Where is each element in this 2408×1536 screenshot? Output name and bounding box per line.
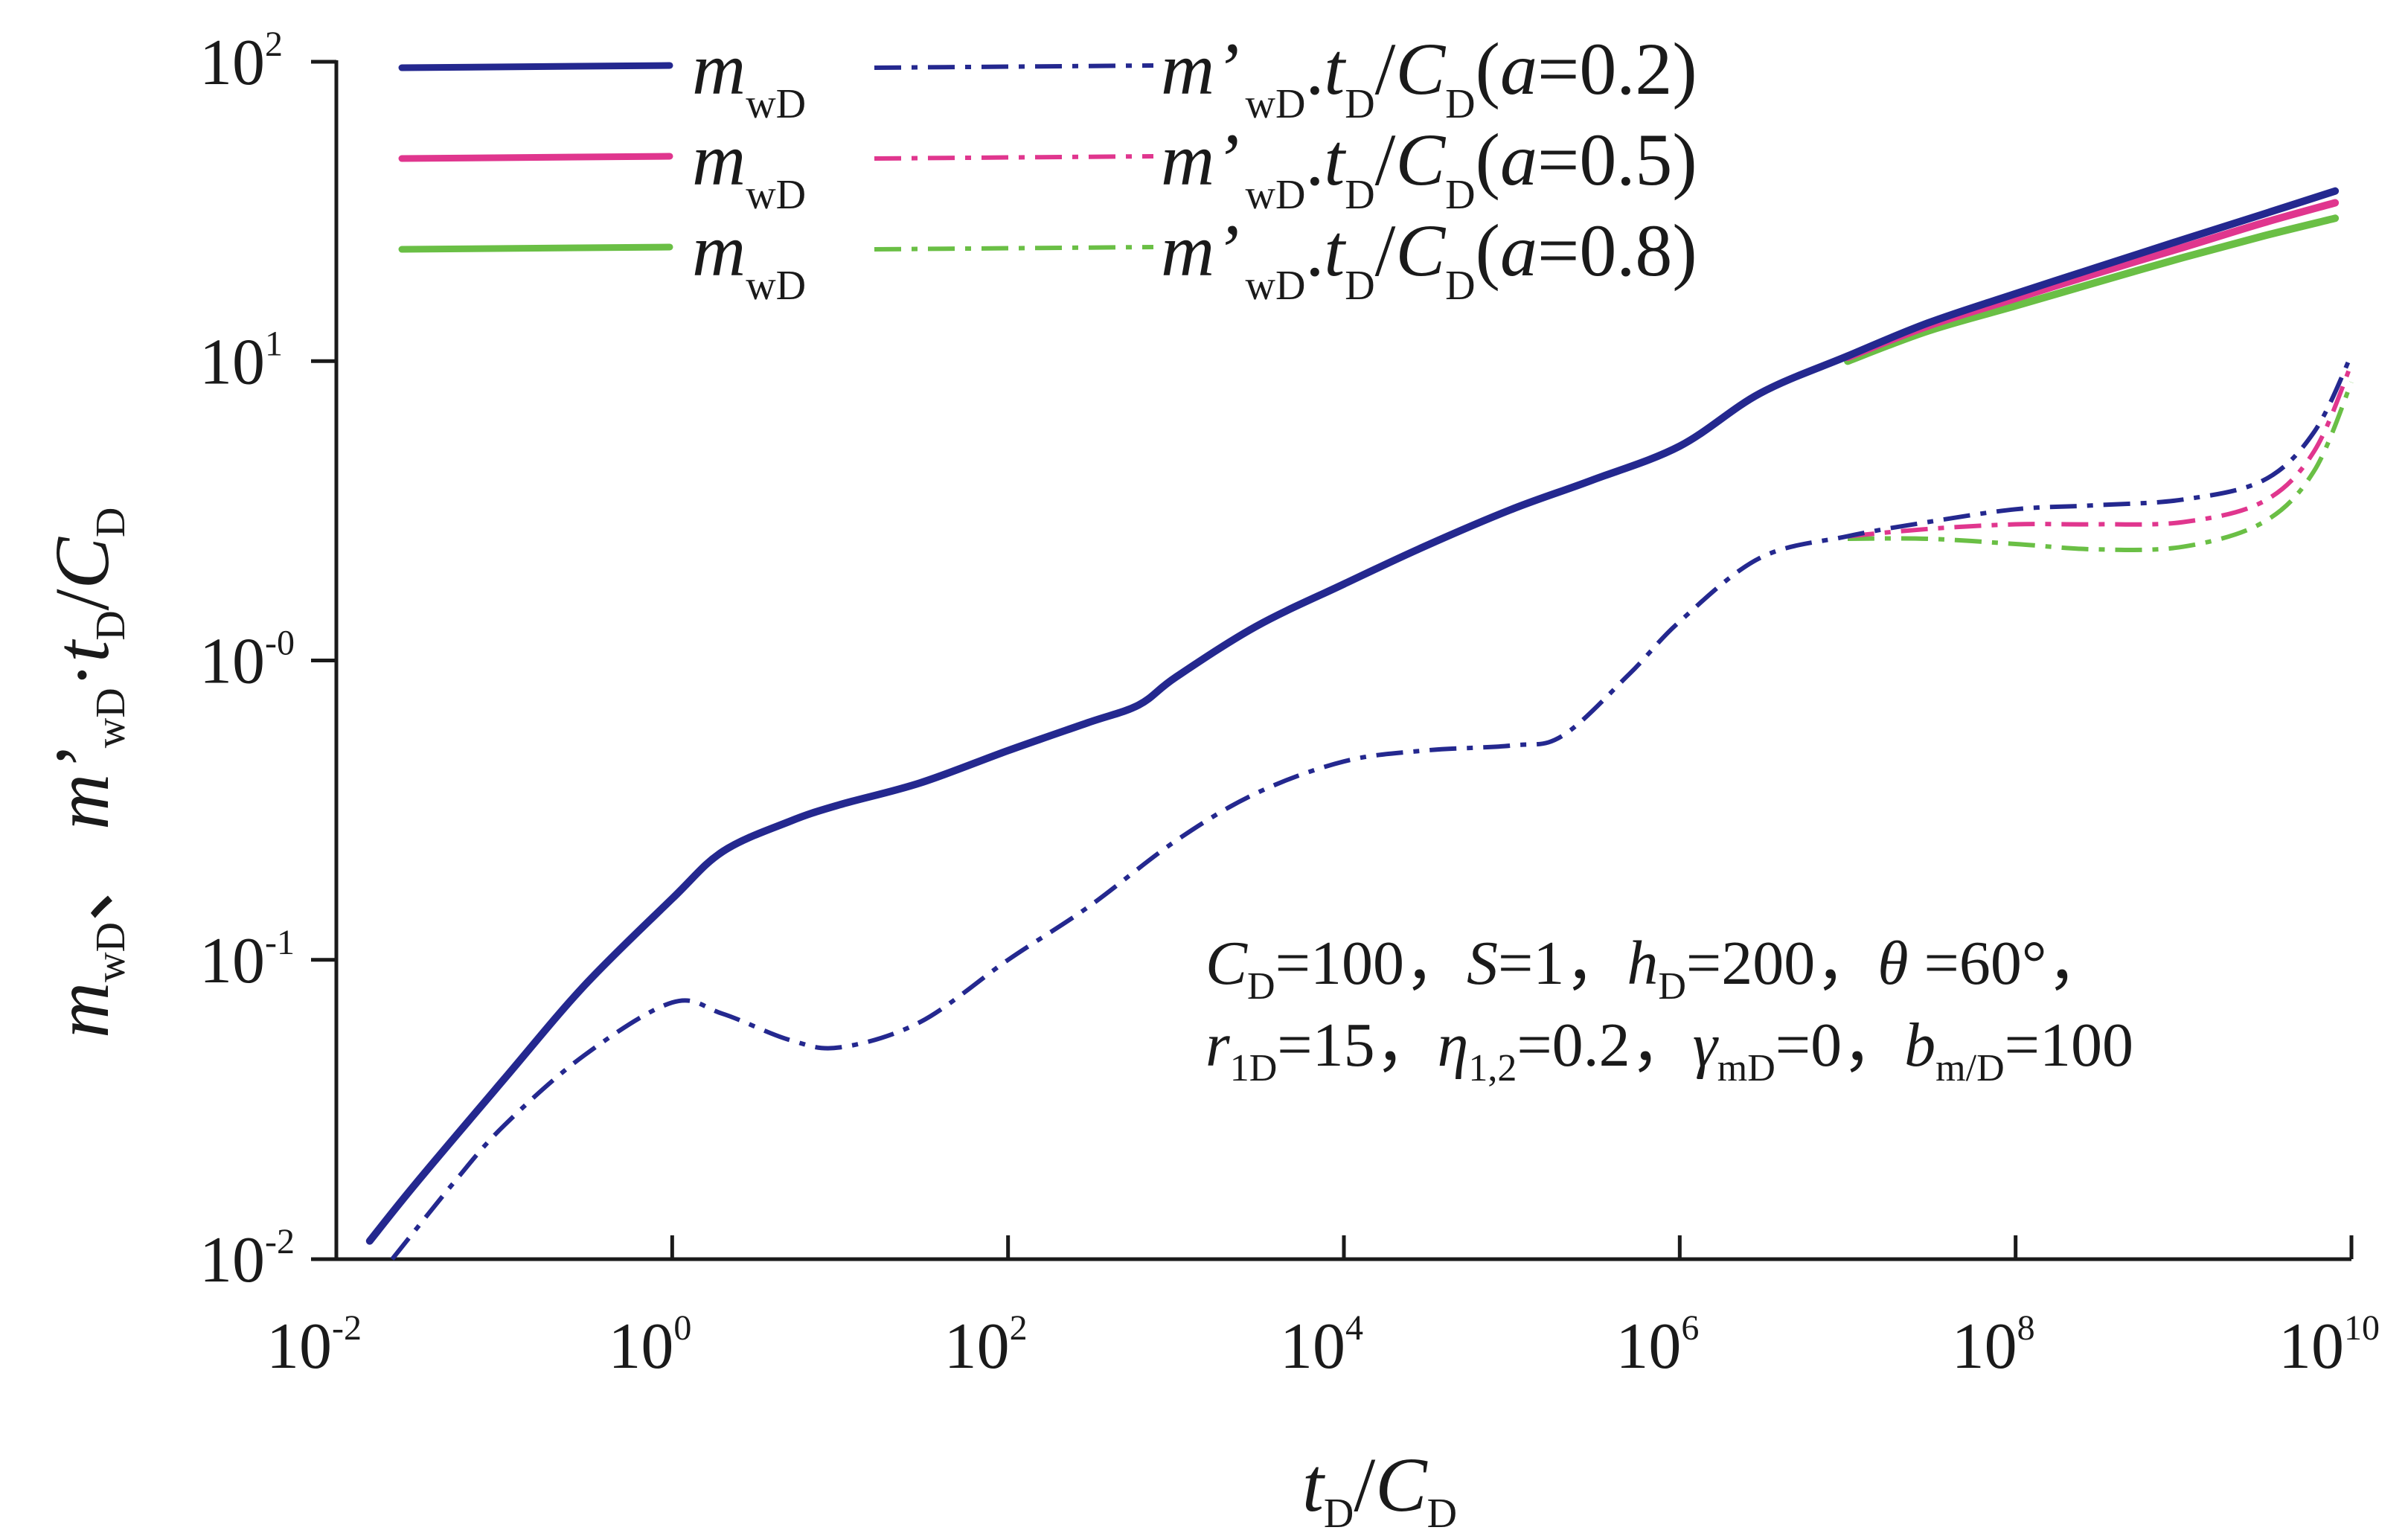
legend: mwD m’ wD.tD/CD(a=0.2) mwD m’ wD.tD/CD(a=0.5)…	[398, 28, 1697, 309]
x-tick-label: 10-2	[266, 1308, 362, 1383]
legend-label-solid: mwD	[692, 28, 806, 127]
legend-solid-swatch	[398, 243, 673, 253]
annotation-line-1: CD=100，S=1，hD=200，θ =60°，	[1205, 929, 2110, 1008]
series-layer	[365, 187, 2354, 1261]
legend-dashdot-swatch	[874, 245, 1154, 252]
legend-solid-swatch	[398, 153, 673, 162]
y-tick-label: 10-1	[199, 923, 295, 997]
series-line-0	[365, 187, 2340, 1245]
legend-dashdot-swatch	[874, 63, 1154, 70]
x-tick-label: 102	[944, 1308, 1028, 1383]
y-axis-title: mwD、m’wD·tD/CD	[39, 508, 134, 1038]
annotation: CD=100，S=1，hD=200，θ =60°，r1D=15，η1,2=0.2…	[1205, 929, 2133, 1089]
y-tick-label: 10-2	[199, 1222, 295, 1296]
x-tick-label: 108	[1952, 1308, 2035, 1383]
x-tick-label: 1010	[2279, 1308, 2380, 1383]
legend-dashdot-swatch	[874, 154, 1154, 161]
series-line-1	[390, 353, 2354, 1261]
series-line-5	[1847, 381, 2354, 552]
x-tick-label: 106	[1616, 1308, 1699, 1383]
y-tick-label: 10-0	[199, 624, 295, 698]
legend-label-dashdot: m’ wD.tD/CD(a=0.2)	[1161, 28, 1697, 127]
y-tick-label: 101	[199, 324, 283, 398]
x-tick-label: 104	[1280, 1308, 1363, 1383]
series-line-3	[1847, 362, 2354, 539]
x-axis-title: tD/CD	[1302, 1442, 1457, 1536]
x-tick-label: 100	[608, 1308, 691, 1383]
legend-label-solid: mwD	[692, 209, 806, 309]
axes-layer: 10-2 100 102 104 106 108 1010 10-2 10-1 10-0 101 10…	[199, 25, 2380, 1383]
legend-label-solid: mwD	[692, 118, 806, 218]
series-line-4	[1844, 214, 2340, 365]
y-tick-label: 102	[199, 25, 283, 99]
label-layer: tD/CD mwD、m’wD·tD/CD	[39, 508, 1457, 1536]
legend-label-dashdot: m’ wD.tD/CD(a=0.5)	[1161, 118, 1697, 218]
legend-label-dashdot: m’ wD.tD/CD(a=0.8)	[1161, 209, 1697, 309]
legend-solid-swatch	[398, 62, 673, 71]
annotation-line-2: r1D=15，η1,2=0.2，γmD=0，bm/D=100	[1205, 1011, 2133, 1089]
